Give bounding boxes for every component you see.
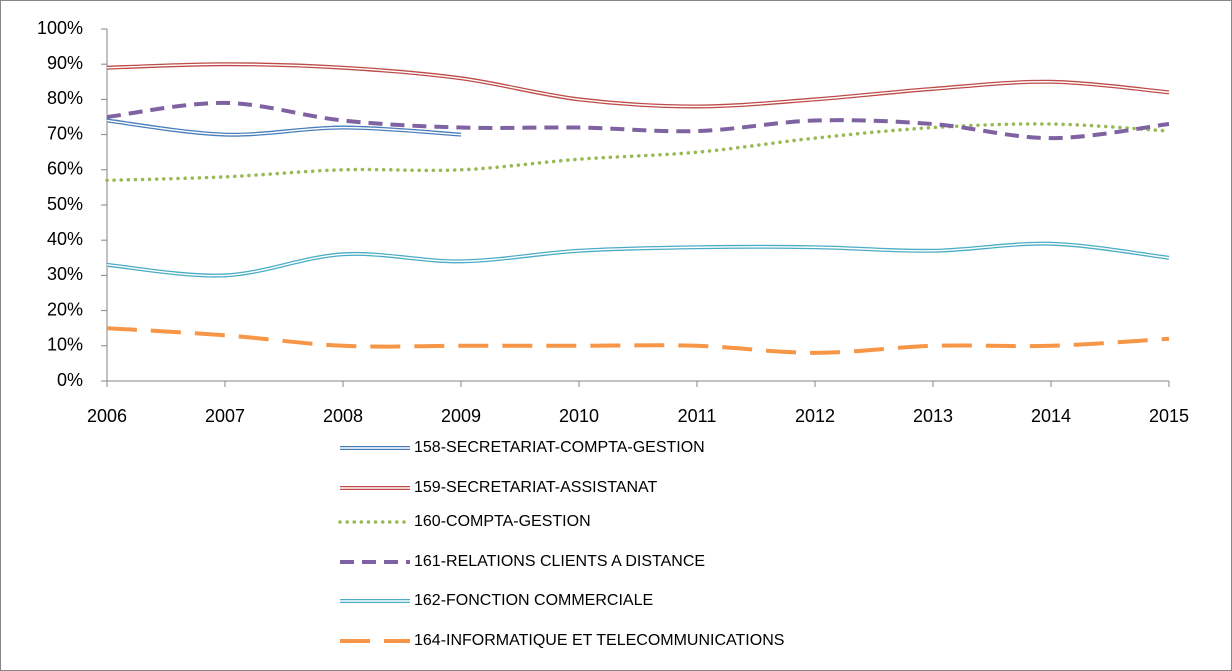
y-tick-label: 0% — [57, 370, 83, 390]
series-line-inner — [106, 119, 462, 136]
legend-label: 162-FONCTION COMMERCIALE — [414, 592, 653, 609]
y-tick-label: 100% — [37, 18, 83, 38]
series-line — [105, 122, 1171, 183]
y-tick-label: 60% — [47, 159, 83, 179]
y-tick-label: 50% — [47, 194, 83, 214]
y-tick-label: 90% — [47, 53, 83, 73]
x-tick-label: 2007 — [205, 406, 245, 426]
legend-label: 160-COMPTA-GESTION — [414, 513, 591, 530]
legend-label: 158-SECRETARIAT-COMPTA-GESTION — [414, 439, 705, 456]
x-tick-label: 2006 — [87, 406, 127, 426]
series-line — [106, 100, 1170, 141]
y-tick-label: 70% — [47, 123, 83, 143]
series-line-inner — [106, 242, 1170, 277]
legend-label: 161-RELATIONS CLIENTS A DISTANCE — [414, 553, 705, 570]
x-tick-label: 2014 — [1031, 406, 1071, 426]
x-tick-label: 2015 — [1149, 406, 1189, 426]
series-line-inner — [106, 63, 1170, 108]
y-tick-label: 20% — [47, 299, 83, 319]
y-tick-label: 30% — [47, 264, 83, 284]
x-tick-label: 2012 — [795, 406, 835, 426]
x-tick-label: 2010 — [559, 406, 599, 426]
legend-label: 159-SECRETARIAT-ASSISTANAT — [414, 479, 658, 496]
y-tick-label: 10% — [47, 335, 83, 355]
y-tick-label: 40% — [47, 229, 83, 249]
legend-label: 164-INFORMATIQUE ET TELECOMMUNICATIONS — [414, 632, 784, 649]
series-line — [106, 326, 1170, 355]
x-tick-label: 2009 — [441, 406, 481, 426]
x-tick-label: 2011 — [678, 406, 717, 426]
x-tick-label: 2013 — [913, 406, 953, 426]
y-tick-label: 80% — [47, 88, 83, 108]
x-tick-label: 2008 — [323, 406, 363, 426]
